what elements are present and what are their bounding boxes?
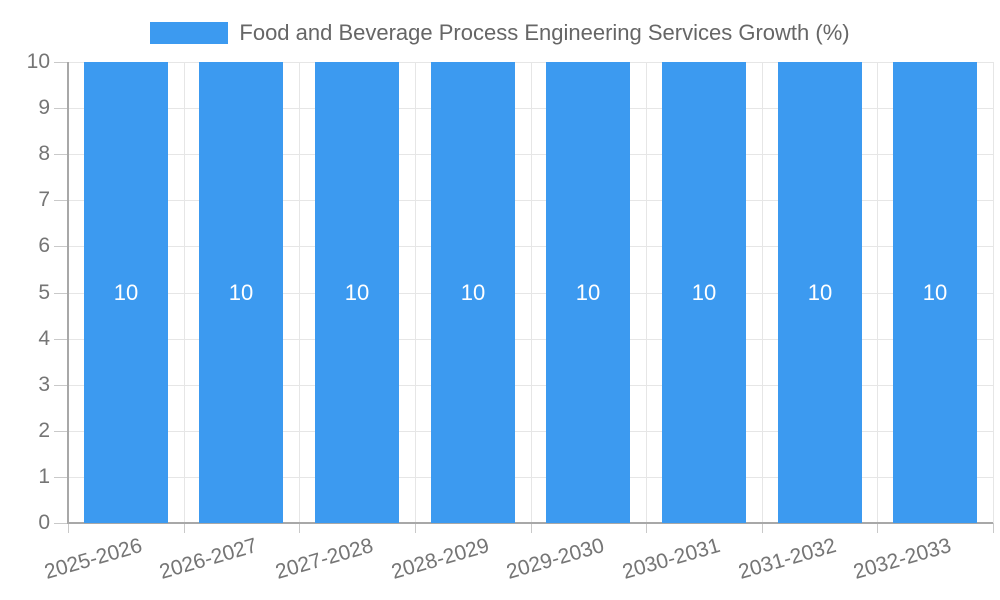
- y-axis-line: [67, 62, 69, 523]
- gridline-vertical: [415, 62, 416, 523]
- bar-value-label: 10: [460, 280, 486, 305]
- bar-2030-2031[interactable]: [662, 62, 746, 523]
- x-axis-tick-label: 2026-2027: [156, 534, 260, 584]
- gridline-vertical: [646, 62, 647, 523]
- y-axis-tick-label: 3: [38, 373, 50, 396]
- legend-item[interactable]: Food and Beverage Process Engineering Se…: [150, 20, 850, 46]
- bar-2028-2029[interactable]: [431, 62, 515, 523]
- x-axis-tick: [993, 523, 994, 533]
- y-axis-tick: [54, 154, 68, 155]
- gridline-horizontal: [68, 477, 993, 478]
- x-axis-tick: [531, 523, 532, 533]
- gridline-horizontal: [68, 293, 993, 294]
- gridline-horizontal: [68, 431, 993, 432]
- gridline-horizontal: [68, 246, 993, 247]
- bar-value-label: 10: [807, 280, 833, 305]
- y-axis-tick: [54, 523, 68, 524]
- y-axis-tick: [54, 339, 68, 340]
- x-axis-tick-label: 2027-2028: [272, 534, 376, 584]
- y-axis-tick-label: 1: [38, 465, 50, 488]
- gridline-horizontal: [68, 62, 993, 63]
- bar-value-label: 10: [344, 280, 370, 305]
- y-axis-tick: [54, 477, 68, 478]
- gridline-horizontal: [68, 385, 993, 386]
- x-axis-tick: [877, 523, 878, 533]
- gridline-horizontal: [68, 200, 993, 201]
- gridline-vertical: [531, 62, 532, 523]
- y-axis-tick-label: 7: [38, 188, 50, 211]
- legend-color-swatch: [150, 22, 229, 44]
- y-axis-tick: [54, 200, 68, 201]
- gridline-vertical: [184, 62, 185, 523]
- x-axis-tick-label: 2028-2029: [388, 534, 492, 584]
- gridline-horizontal: [68, 154, 993, 155]
- x-axis-tick: [762, 523, 763, 533]
- y-axis-tick-label: 9: [38, 96, 50, 119]
- x-axis-tick: [299, 523, 300, 533]
- y-axis-tick-label: 6: [38, 234, 50, 257]
- bar-2025-2026[interactable]: [84, 62, 168, 523]
- bar-value-label: 10: [691, 280, 717, 305]
- gridline-vertical: [993, 62, 994, 523]
- x-axis-tick-label: 2031-2032: [735, 534, 839, 584]
- bar-2027-2028[interactable]: [315, 62, 399, 523]
- x-axis-tick: [415, 523, 416, 533]
- bar-2026-2027[interactable]: [199, 62, 283, 523]
- y-axis-tick-label: 5: [38, 281, 50, 304]
- x-axis-tick-label: 2030-2031: [619, 534, 723, 584]
- bar-2031-2032[interactable]: [778, 62, 862, 523]
- y-axis-tick-label: 10: [26, 50, 50, 73]
- y-axis-tick: [54, 246, 68, 247]
- y-axis-tick-label: 8: [38, 142, 50, 165]
- y-axis-tick: [54, 62, 68, 63]
- y-axis-tick-label: 0: [38, 511, 50, 534]
- x-axis-tick-label: 2025-2026: [41, 534, 145, 584]
- bar-value-label: 10: [922, 280, 948, 305]
- gridline-vertical: [299, 62, 300, 523]
- gridline-vertical: [762, 62, 763, 523]
- x-axis-tick: [646, 523, 647, 533]
- gridline-horizontal: [68, 108, 993, 109]
- bar-2029-2030[interactable]: [546, 62, 630, 523]
- x-axis-tick: [68, 523, 69, 533]
- y-axis-tick-label: 2: [38, 419, 50, 442]
- x-axis-line: [67, 522, 993, 524]
- x-axis-tick-label: 2032-2033: [850, 534, 954, 584]
- x-axis-tick-label: 2029-2030: [503, 534, 607, 584]
- bar-value-label: 10: [228, 280, 254, 305]
- bar-value-label: 10: [113, 280, 139, 305]
- gridline-horizontal: [68, 339, 993, 340]
- y-axis-tick: [54, 431, 68, 432]
- gridline-vertical: [877, 62, 878, 523]
- y-axis-tick: [54, 108, 68, 109]
- bar-2032-2033[interactable]: [893, 62, 977, 523]
- legend-label: Food and Beverage Process Engineering Se…: [239, 20, 850, 45]
- y-axis-tick-label: 4: [38, 327, 50, 350]
- chart-legend: Food and Beverage Process Engineering Se…: [0, 18, 1000, 48]
- bar-value-label: 10: [575, 280, 601, 305]
- y-axis-tick: [54, 293, 68, 294]
- x-axis-tick: [184, 523, 185, 533]
- y-axis-tick: [54, 385, 68, 386]
